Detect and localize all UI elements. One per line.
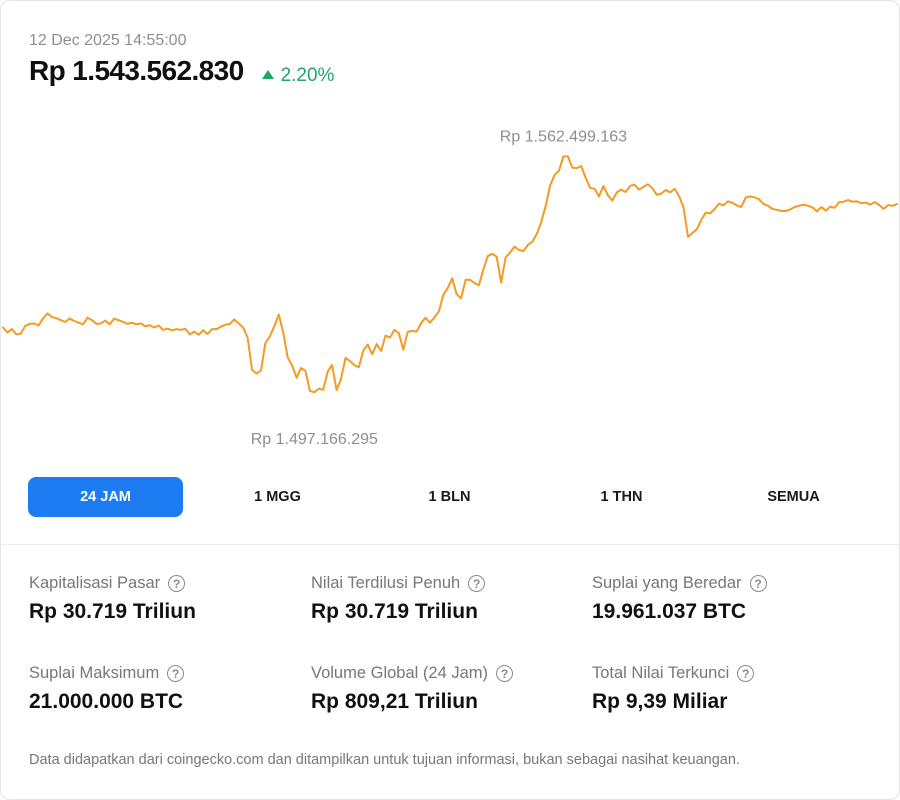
stat-circulating-supply: Suplai yang Beredar? 19.961.037 BTC bbox=[592, 574, 862, 624]
info-icon[interactable]: ? bbox=[496, 665, 513, 682]
stat-market-cap: Kapitalisasi Pasar? Rp 30.719 Triliun bbox=[29, 574, 299, 624]
price-change: 2.20% bbox=[261, 64, 335, 87]
tab-1-bln[interactable]: 1 BLN bbox=[372, 477, 527, 517]
tab-1-thn[interactable]: 1 THN bbox=[544, 477, 699, 517]
stat-value: Rp 9,39 Miliar bbox=[592, 690, 728, 713]
stat-value: 21.000.000 BTC bbox=[29, 690, 184, 713]
price-row: Rp 1.543.562.830 2.20% bbox=[29, 55, 334, 87]
tab-24-jam[interactable]: 24 JAM bbox=[28, 477, 183, 517]
stat-value: Rp 30.719 Triliun bbox=[29, 600, 196, 623]
section-divider bbox=[1, 544, 899, 545]
tab-semua[interactable]: SEMUA bbox=[716, 477, 871, 517]
price-timestamp: 12 Dec 2025 14:55:00 bbox=[29, 32, 187, 49]
tab-label: SEMUA bbox=[767, 489, 820, 505]
tab-label: 1 MGG bbox=[254, 489, 301, 505]
disclaimer-text: Data didapatkan dari coingecko.com dan d… bbox=[29, 752, 740, 768]
stat-value: Rp 30.719 Triliun bbox=[311, 600, 478, 623]
stat-fully-diluted-value: Nilai Terdilusi Penuh? Rp 30.719 Triliun bbox=[311, 574, 581, 624]
stat-label: Volume Global (24 Jam) bbox=[311, 664, 488, 682]
stat-global-volume: Volume Global (24 Jam)? Rp 809,21 Triliu… bbox=[311, 664, 581, 714]
tab-1-mgg[interactable]: 1 MGG bbox=[200, 477, 355, 517]
stat-total-value-locked: Total Nilai Terkunci? Rp 9,39 Miliar bbox=[592, 664, 862, 714]
price-line-chart[interactable]: Rp 1.562.499.163 Rp 1.497.166.295 bbox=[1, 101, 899, 461]
min-price-label: Rp 1.497.166.295 bbox=[251, 431, 378, 448]
stat-max-supply: Suplai Maksimum? 21.000.000 BTC bbox=[29, 664, 299, 714]
timeframe-tabs: 24 JAM 1 MGG 1 BLN 1 THN SEMUA bbox=[28, 477, 874, 517]
stat-label: Kapitalisasi Pasar bbox=[29, 574, 161, 592]
price-series-line bbox=[2, 155, 898, 394]
info-icon[interactable]: ? bbox=[468, 575, 486, 592]
info-icon[interactable]: ? bbox=[737, 665, 755, 682]
tab-label: 1 BLN bbox=[428, 489, 471, 505]
triangle-up-icon bbox=[261, 70, 274, 79]
stat-value: 19.961.037 BTC bbox=[592, 600, 747, 623]
stat-label: Total Nilai Terkunci bbox=[592, 664, 730, 682]
info-icon[interactable]: ? bbox=[749, 575, 767, 592]
stat-value: Rp 809,21 Triliun bbox=[311, 690, 478, 713]
current-price: Rp 1.543.562.830 bbox=[29, 55, 244, 86]
max-price-label: Rp 1.562.499.163 bbox=[500, 129, 627, 146]
stat-label: Suplai yang Beredar bbox=[592, 574, 742, 592]
tab-label: 24 JAM bbox=[80, 489, 131, 505]
stat-label: Nilai Terdilusi Penuh bbox=[311, 574, 461, 592]
info-icon[interactable]: ? bbox=[168, 575, 186, 592]
price-change-percent: 2.20% bbox=[280, 64, 335, 86]
tab-label: 1 THN bbox=[600, 489, 643, 505]
info-icon[interactable]: ? bbox=[167, 665, 185, 682]
stat-label: Suplai Maksimum bbox=[29, 664, 160, 682]
